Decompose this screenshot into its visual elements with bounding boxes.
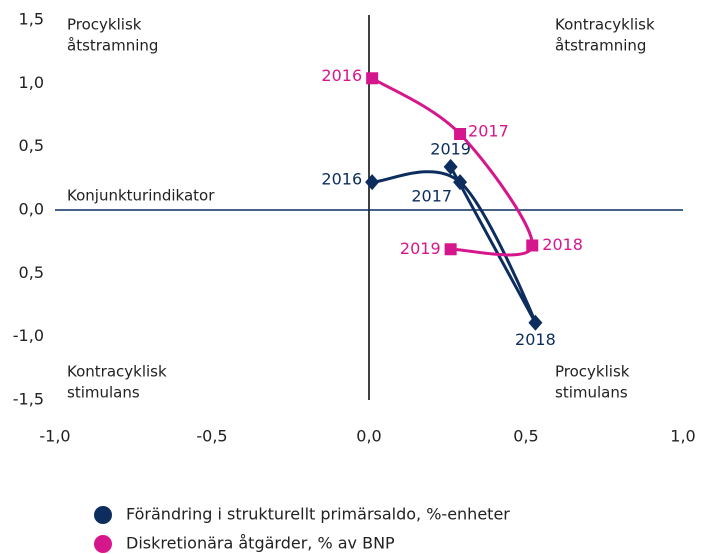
annotation: åtstramning <box>67 37 158 55</box>
point-label: 2017 <box>411 187 452 206</box>
x-tick-label: -0,5 <box>196 427 227 446</box>
x-tick-label: 0,5 <box>513 427 538 446</box>
marker <box>453 174 468 191</box>
annotation: åtstramning <box>555 37 646 55</box>
point-label: 2017 <box>468 122 509 141</box>
y-tick-label: -1,0 <box>13 326 44 345</box>
annotation: Procyklisk <box>67 16 142 34</box>
annotation: stimulans <box>67 384 140 402</box>
x-tick-label: 0,0 <box>356 427 381 446</box>
marker <box>526 239 539 252</box>
y-tick-label: 0,0 <box>19 200 44 219</box>
legend-marker <box>94 506 112 524</box>
marker <box>454 128 467 140</box>
marker <box>443 158 458 175</box>
legend-marker <box>94 535 112 553</box>
y-tick-label: 0,5 <box>19 263 44 282</box>
point-label: 2019 <box>400 239 441 258</box>
point-label: 2016 <box>321 170 362 189</box>
marker <box>366 72 379 85</box>
marker <box>365 174 380 191</box>
point-label: 2018 <box>515 330 556 349</box>
y-tick-label: 0,5 <box>19 136 44 155</box>
series-line <box>372 166 537 325</box>
point-label: 2018 <box>542 235 583 254</box>
annotation: Kontracyklisk <box>555 16 655 34</box>
annotation: stimulans <box>555 384 628 402</box>
y-tick-label: 1,5 <box>19 10 44 29</box>
marker <box>444 243 457 256</box>
marker <box>528 314 543 331</box>
point-label: 2016 <box>321 66 362 85</box>
x-tick-label: -1,0 <box>39 427 70 446</box>
y-tick-label: 1,0 <box>19 73 44 92</box>
annotation: Kontracyklisk <box>67 363 167 381</box>
point-label: 2019 <box>430 139 471 158</box>
legend-label: Förändring i strukturellt primärsaldo, %… <box>126 505 510 524</box>
annotation: Konjunkturindikator <box>67 187 215 205</box>
legend-label: Diskretionära åtgärder, % av BNP <box>126 534 395 553</box>
series-line <box>371 76 534 257</box>
x-tick-label: 1,0 <box>670 427 695 446</box>
annotation: Procyklisk <box>555 363 630 381</box>
y-tick-label: -1,5 <box>13 390 44 409</box>
